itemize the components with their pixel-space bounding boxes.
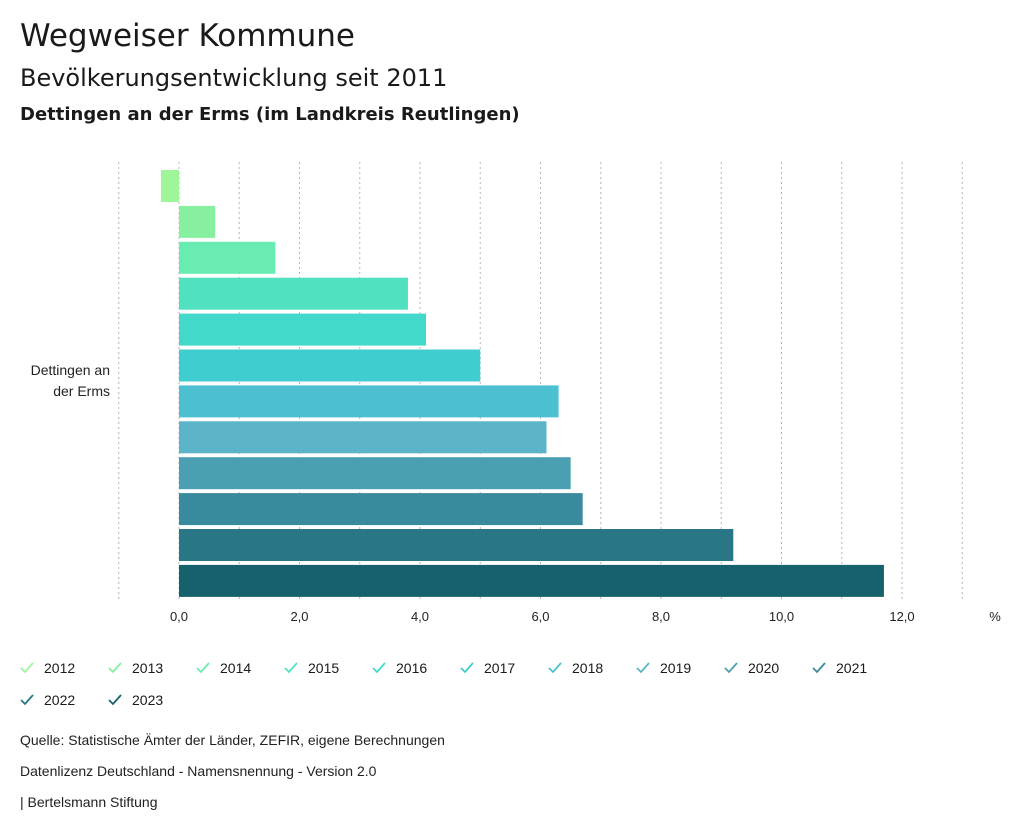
- x-tick-label: 12,0: [889, 609, 914, 624]
- bar-2018[interactable]: [179, 385, 559, 418]
- bar-2023[interactable]: [179, 564, 884, 597]
- legend-item-2017[interactable]: 2017: [460, 660, 515, 676]
- checkmark-icon: [108, 694, 122, 706]
- bar-2012[interactable]: [160, 170, 179, 202]
- bar-2022[interactable]: [179, 529, 734, 561]
- legend-item-2013[interactable]: 2013: [108, 660, 163, 676]
- legend-item-2020[interactable]: 2020: [724, 660, 779, 676]
- license-note: Datenlizenz Deutschland - Namensnennung …: [20, 763, 377, 779]
- x-tick-label: 8,0: [652, 609, 670, 624]
- bar-2013[interactable]: [179, 205, 216, 238]
- legend-item-2019[interactable]: 2019: [636, 660, 691, 676]
- checkmark-icon: [636, 662, 650, 674]
- legend-item-2021[interactable]: 2021: [812, 660, 867, 676]
- checkmark-icon: [20, 694, 34, 706]
- region-title: Dettingen an der Erms (im Landkreis Reut…: [20, 104, 520, 125]
- x-axis-ticks: 0,0 2,0 4,0 6,0 8,0 10,0 12,0: [170, 609, 915, 624]
- legend-item-2018[interactable]: 2018: [548, 660, 603, 676]
- checkmark-icon: [108, 662, 122, 674]
- legend-label: 2014: [220, 660, 252, 676]
- x-tick-label: 6,0: [531, 609, 549, 624]
- legend-label: 2023: [132, 692, 164, 708]
- legend-label: 2015: [308, 660, 340, 676]
- checkmark-icon: [284, 662, 298, 674]
- bar-2019[interactable]: [179, 421, 547, 454]
- publisher-note: | Bertelsmann Stiftung: [20, 794, 158, 810]
- x-tick-label: 0,0: [170, 609, 188, 624]
- checkmark-icon: [812, 662, 826, 674]
- checkmark-icon: [724, 662, 738, 674]
- checkmark-icon: [548, 662, 562, 674]
- checkmark-icon: [20, 662, 34, 674]
- bar-2016[interactable]: [179, 313, 427, 346]
- checkmark-icon: [460, 662, 474, 674]
- legend-label: 2021: [836, 660, 868, 676]
- page-title: Wegweiser Kommune: [20, 18, 355, 54]
- legend-item-2016[interactable]: 2016: [372, 660, 427, 676]
- legend-label: 2013: [132, 660, 164, 676]
- legend-label: 2020: [748, 660, 780, 676]
- bar-2020[interactable]: [179, 457, 571, 490]
- legend-label: 2016: [396, 660, 428, 676]
- legend-label: 2022: [44, 692, 76, 708]
- legend-item-2014[interactable]: 2014: [196, 660, 251, 676]
- category-label-line-2: der Erms: [53, 383, 110, 399]
- bars: [160, 170, 884, 597]
- legend-label: 2019: [660, 660, 692, 676]
- source-note: Quelle: Statistische Ämter der Länder, Z…: [20, 732, 445, 748]
- x-tick-label: 2,0: [290, 609, 308, 624]
- legend-item-2015[interactable]: 2015: [284, 660, 339, 676]
- bar-2017[interactable]: [179, 349, 481, 382]
- checkmark-icon: [372, 662, 386, 674]
- bar-2015[interactable]: [179, 277, 408, 310]
- checkmark-icon: [196, 662, 210, 674]
- category-label-line-1: Dettingen an: [31, 362, 110, 378]
- bar-2014[interactable]: [179, 241, 276, 274]
- bar-chart: Dettingen an der Erms 0,0 2,0 4,0 6,0 8,0 10,…: [31, 162, 1001, 624]
- x-tick-label: 4,0: [411, 609, 429, 624]
- chart-subtitle: Bevölkerungsentwicklung seit 2011: [20, 64, 448, 92]
- legend-label: 2017: [484, 660, 516, 676]
- legend-label: 2012: [44, 660, 76, 676]
- legend-label: 2018: [572, 660, 604, 676]
- x-tick-label: 10,0: [769, 609, 794, 624]
- legend-item-2012[interactable]: 2012: [20, 660, 75, 676]
- legend-item-2023[interactable]: 2023: [108, 692, 163, 708]
- legend-item-2022[interactable]: 2022: [20, 692, 75, 708]
- x-axis-unit: %: [989, 609, 1001, 624]
- grid-lines: [118, 162, 963, 602]
- bar-2021[interactable]: [179, 493, 583, 526]
